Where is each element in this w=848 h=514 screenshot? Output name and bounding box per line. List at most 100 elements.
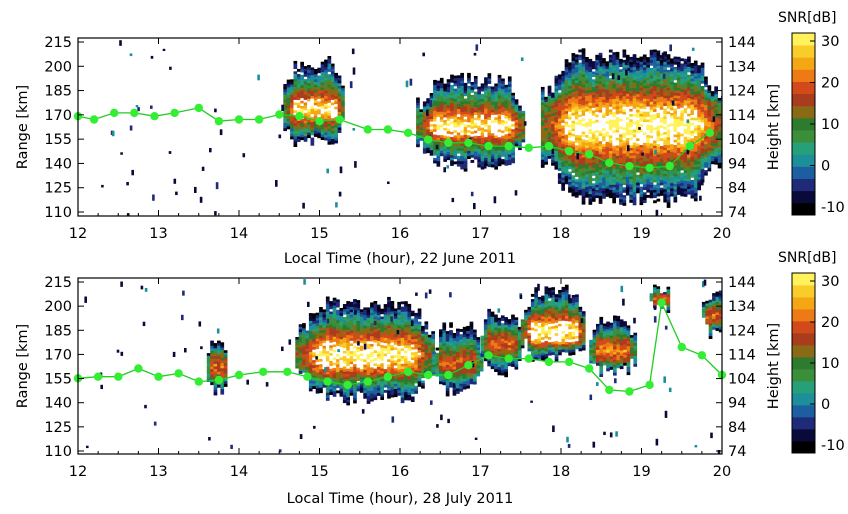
track-point — [605, 385, 614, 395]
track-point — [484, 351, 493, 360]
y-tick-label: 185 — [44, 84, 72, 100]
track-point — [504, 354, 513, 363]
y-tick-label-right: 124 — [728, 323, 756, 339]
track-point — [645, 380, 654, 390]
track-point — [424, 370, 433, 380]
echo-region — [283, 56, 345, 147]
y-tick-label-right: 134 — [728, 59, 756, 75]
track-point — [383, 125, 393, 134]
y-tick-label-right: 94 — [728, 396, 746, 412]
colorbar-label-1: SNR[dB] — [778, 10, 837, 26]
track-point — [424, 135, 433, 144]
y-tick-label-right: 74 — [728, 444, 746, 460]
colorbar-band — [792, 441, 815, 454]
track-point — [323, 377, 332, 386]
track-point — [170, 108, 179, 118]
y-axis-label-1: Range [km] — [15, 85, 31, 169]
x-tick-label: 14 — [230, 464, 248, 480]
x-axis-label-2: Local Time (hour), 28 July 2011 — [287, 491, 514, 507]
colorbar-band — [792, 381, 815, 394]
x-tick-label: 14 — [230, 226, 248, 242]
echo-region — [206, 340, 228, 396]
track-point — [605, 158, 614, 167]
y-tick-label-right: 104 — [728, 132, 756, 148]
colorbar-band — [792, 190, 815, 204]
track-point — [585, 364, 594, 373]
track-point — [504, 141, 513, 151]
track-point — [657, 298, 666, 307]
track-point — [444, 138, 453, 147]
x-tick-label: 13 — [149, 226, 167, 242]
y-tick-label-right: 84 — [728, 181, 746, 197]
track-point — [343, 380, 352, 390]
colorbar-2: 30 20 10 0 -10 — [791, 272, 845, 454]
x-tick-label: 12 — [69, 226, 87, 242]
colorbar-band — [792, 357, 815, 370]
echo-region — [295, 296, 435, 406]
echo-region — [701, 290, 722, 339]
track-point — [363, 125, 372, 134]
track-point — [194, 103, 203, 113]
y-tick-label: 125 — [44, 420, 72, 436]
colorbar-band — [792, 285, 815, 298]
track-point — [585, 150, 594, 159]
colorbar-band — [792, 142, 815, 155]
track-point — [275, 110, 284, 119]
x-axis-label-1: Local Time (hour), 22 June 2011 — [284, 251, 516, 267]
y-tick-label: 200 — [44, 59, 72, 75]
echo-region — [432, 321, 484, 397]
noise-specks — [84, 279, 721, 454]
colorbar-band — [792, 333, 815, 346]
track-point — [174, 369, 183, 378]
track-point — [383, 372, 393, 381]
track-point — [134, 364, 143, 373]
y-tick-label: 125 — [44, 181, 72, 197]
colorbar-band — [792, 297, 815, 310]
track-point — [645, 163, 654, 172]
track-point — [114, 372, 123, 381]
x-tick-label: 12 — [69, 464, 87, 480]
echo-region — [520, 284, 586, 363]
y-tick-label-right: 144 — [728, 275, 756, 291]
colorbar-tick-label: 0 — [821, 159, 830, 175]
y-tick-label: 200 — [44, 299, 72, 315]
colorbar-band — [792, 405, 815, 418]
y-tick-label: 110 — [44, 444, 72, 460]
heatmap-area-2 — [84, 279, 722, 454]
track-point — [464, 138, 473, 147]
track-point — [403, 128, 413, 137]
x-tick-label: 17 — [471, 226, 489, 242]
track-point — [625, 161, 634, 171]
x-tick-label: 18 — [552, 464, 570, 480]
track-point — [283, 367, 292, 376]
track-point — [403, 367, 413, 376]
colorbar-tick-label: -10 — [821, 200, 845, 216]
axis-ticks-1: 12 13 14 15 16 17 18 19 20 215 144 200 134 185 124 170 1… — [44, 35, 755, 242]
y-tick-label: 215 — [44, 275, 72, 291]
track-point — [194, 377, 203, 386]
x-tick-label: 16 — [391, 226, 409, 242]
colorbar-band — [792, 417, 815, 430]
heatmap-area-1 — [101, 40, 722, 216]
track-point — [259, 367, 268, 376]
colorbar-band — [792, 69, 815, 82]
colorbar-band — [792, 321, 815, 334]
colorbar-band — [792, 57, 815, 70]
x-tick-label: 15 — [310, 226, 328, 242]
track-point — [564, 357, 574, 367]
y-axis-label-right-1: Height [km] — [766, 84, 782, 170]
y-tick-label-right: 74 — [728, 205, 746, 221]
track-point — [254, 115, 264, 124]
track-point — [303, 372, 312, 381]
x-tick-label: 20 — [713, 464, 731, 480]
colorbar-band — [792, 393, 815, 406]
colorbar-band — [792, 345, 815, 358]
track-point — [484, 141, 493, 151]
y-tick-label: 215 — [44, 35, 72, 51]
colorbar-label-2: SNR[dB] — [778, 250, 837, 266]
colorbar-band — [792, 369, 815, 382]
track-point — [564, 146, 574, 156]
colorbar-band — [792, 33, 815, 46]
